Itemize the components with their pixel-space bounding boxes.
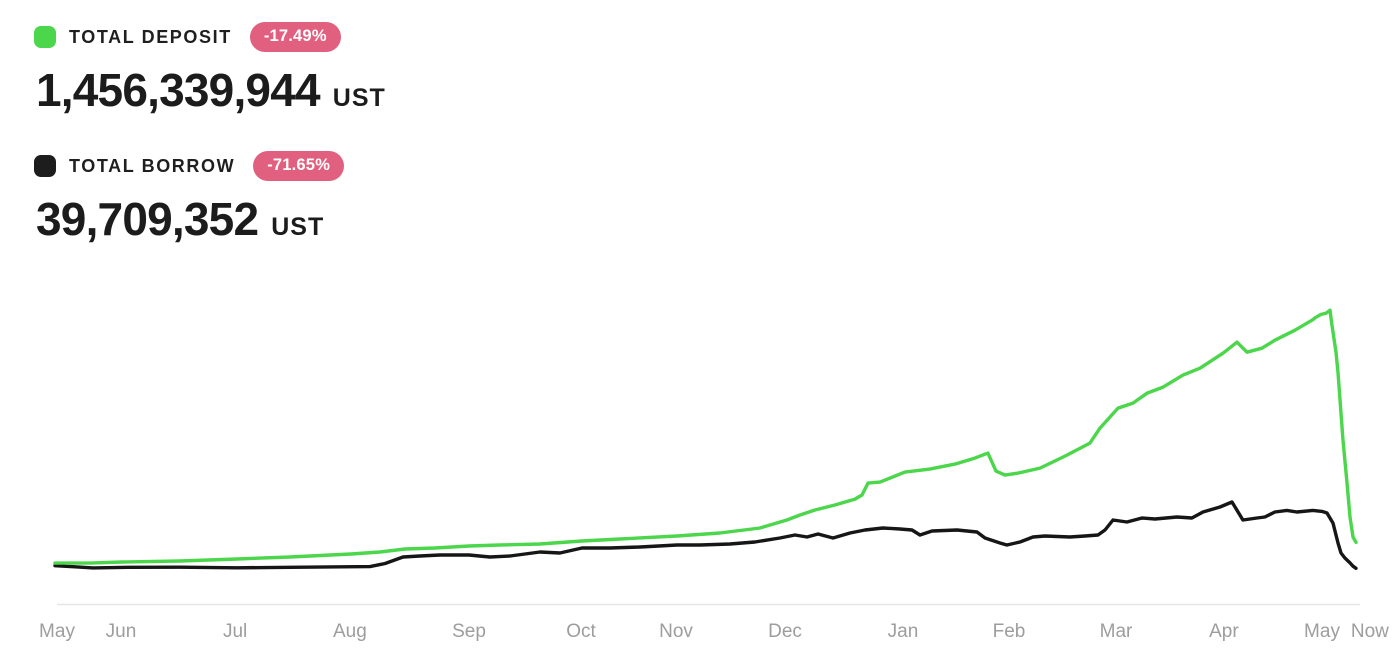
borrow-value: 39,709,352 <box>36 193 259 245</box>
axis-tick-label: Now <box>1350 621 1389 642</box>
total-borrow-stat: TOTAL BORROW -71.65% 39,709,352 UST <box>34 149 345 245</box>
axis-tick-label: Jan <box>887 621 919 642</box>
axis-tick-label: Feb <box>992 621 1026 642</box>
borrow-unit: UST <box>271 213 325 241</box>
borrow-color-swatch-icon <box>34 155 56 177</box>
deposit-value: 1,456,339,944 <box>36 64 321 116</box>
total-deposit-stat: TOTAL DEPOSIT -17.49% 1,456,339,944 UST <box>34 20 386 116</box>
axis-tick-label: Sep <box>452 621 486 642</box>
borrow-line <box>53 500 1358 570</box>
deposit-label: TOTAL DEPOSIT <box>69 26 232 47</box>
axis-tick-label: Aug <box>332 621 367 642</box>
borrow-legend-row: TOTAL BORROW -71.65% <box>34 149 345 183</box>
x-axis-labels: May Jun Jul Aug Sep Oct Nov Dec Jan Feb Mar Apr May N… <box>0 621 1400 651</box>
deposit-value-row: 1,456,339,944 UST <box>36 65 386 116</box>
borrow-change-badge: -71.65% <box>253 151 345 181</box>
deposit-line <box>53 308 1358 565</box>
axis-tick-label: May <box>1304 621 1340 642</box>
deposit-color-swatch-icon <box>34 26 56 48</box>
deposit-legend-row: TOTAL DEPOSIT -17.49% <box>34 20 386 54</box>
deposit-unit: UST <box>332 84 386 112</box>
axis-tick-label: May <box>39 621 75 642</box>
axis-tick-label: Oct <box>566 621 596 642</box>
axis-tick-label: Jul <box>222 621 248 642</box>
deposit-change-badge: -17.49% <box>249 22 341 52</box>
axis-tick-label: Apr <box>1209 621 1239 642</box>
axis-tick-label: Nov <box>659 621 693 642</box>
borrow-value-row: 39,709,352 UST <box>36 194 344 245</box>
axis-tick-label: Jun <box>105 621 137 642</box>
borrow-label: TOTAL BORROW <box>69 155 236 176</box>
axis-tick-label: Mar <box>1099 621 1133 642</box>
axis-tick-label: Dec <box>768 621 802 642</box>
